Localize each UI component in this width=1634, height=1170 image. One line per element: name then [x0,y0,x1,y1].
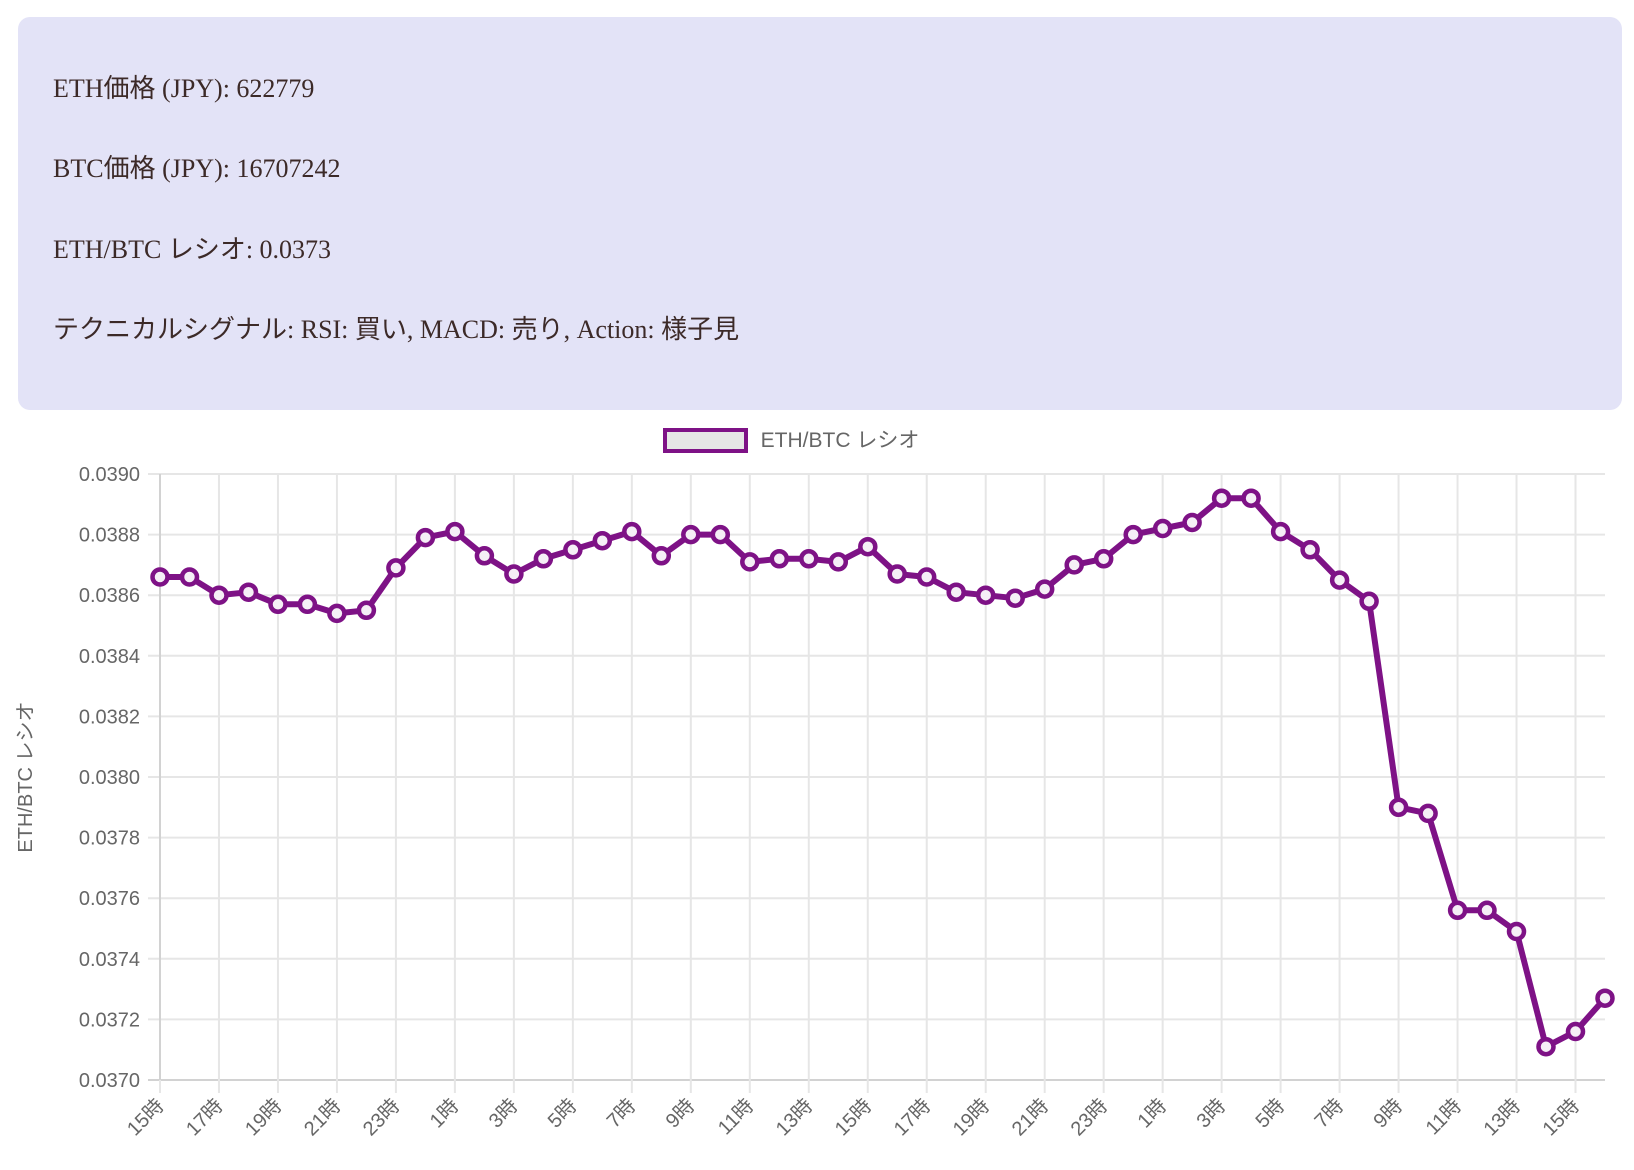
data-point-marker[interactable] [1595,988,1615,1008]
data-point-marker[interactable] [592,530,613,551]
y-tick-label: 0.0380 [79,767,140,789]
y-tick-label: 0.0388 [79,525,140,547]
data-point-marker[interactable] [1536,1036,1556,1057]
eth-btc-ratio-line: ETH/BTC レシオ: 0.0373 [53,234,332,264]
data-point-marker[interactable] [651,546,672,566]
info-panel: ETH価格 (JPY): 622779 BTC価格 (JPY): 1670724… [18,17,1622,410]
x-tick-label: 21時 [299,1094,345,1140]
y-tick-label: 0.0372 [79,1009,140,1031]
data-point-marker[interactable] [533,549,554,569]
x-tick-label: 9時 [1369,1094,1407,1132]
x-tick-label: 5時 [1251,1094,1289,1132]
x-tick-label: 7時 [602,1094,640,1132]
x-tick-label: 23時 [358,1094,404,1140]
data-point-marker[interactable] [681,524,701,545]
data-point-marker[interactable] [1506,921,1527,942]
data-point-marker[interactable] [740,552,760,572]
chart-legend[interactable]: ETH/BTC レシオ [0,428,1608,453]
data-point-marker[interactable] [1300,540,1320,560]
data-point-marker[interactable] [1565,1021,1586,1042]
data-point-marker[interactable] [710,524,731,545]
data-point-marker[interactable] [622,521,642,542]
data-point-marker[interactable] [268,594,288,615]
data-point-marker[interactable] [474,546,495,566]
y-axis-title: ETH/BTC レシオ [15,701,37,852]
data-point-marker[interactable] [1123,524,1143,545]
y-tick-label: 0.0384 [79,646,140,668]
y-tick-label: 0.0376 [79,888,140,910]
data-point-marker[interactable] [1359,591,1379,612]
data-point-marker[interactable] [1093,549,1114,569]
btc-price-line: BTC価格 (JPY): 16707242 [53,154,341,184]
data-point-marker[interactable] [1034,579,1055,599]
x-tick-label: 13時 [1479,1094,1525,1140]
data-point-marker[interactable] [1477,900,1497,921]
data-point-marker[interactable] [975,585,996,605]
technical-signal-line: テクニカルシグナル: RSI: 買い, MACD: 売り, Action: 様子… [53,314,740,344]
data-point-marker[interactable] [1270,521,1291,542]
data-point-marker[interactable] [1388,797,1409,818]
data-point-marker[interactable] [1152,518,1173,539]
x-tick-label: 9時 [661,1094,699,1132]
legend-label: ETH/BTC レシオ [760,429,920,452]
eth-price-line: ETH価格 (JPY): 622779 [53,74,315,103]
x-tick-label: 15時 [122,1094,168,1140]
x-tick-label: 13時 [771,1094,817,1140]
y-tick-label: 0.0386 [79,585,140,607]
data-point-marker[interactable] [1005,588,1025,608]
data-point-marker[interactable] [769,549,790,569]
data-point-marker[interactable] [1418,803,1438,824]
data-point-marker[interactable] [504,564,524,584]
series-line [157,495,1608,1050]
data-point-marker[interactable] [1447,900,1468,921]
x-tick-label: 19時 [240,1094,286,1140]
data-point-marker[interactable] [799,549,819,569]
data-point-marker[interactable] [209,585,229,605]
data-point-marker[interactable] [946,582,966,602]
data-point-marker[interactable] [1241,488,1261,508]
data-point-marker[interactable] [297,594,318,615]
data-point-marker[interactable] [858,536,878,557]
data-point-marker[interactable] [415,527,436,548]
x-tick-label: 19時 [948,1094,994,1140]
x-tick-label: 15時 [1538,1094,1584,1140]
data-point-marker[interactable] [327,603,347,624]
data-point-marker[interactable] [1064,555,1084,575]
x-tick-label: 21時 [1007,1094,1053,1140]
data-point-marker[interactable] [1211,488,1232,508]
x-tick-label: 23時 [1066,1094,1112,1140]
x-tick-label: 7時 [1310,1094,1348,1132]
x-tick-label: 17時 [181,1094,227,1140]
data-point-marker[interactable] [238,582,259,602]
x-tick-label: 3時 [1192,1094,1230,1132]
x-tick-label: 15時 [830,1094,876,1140]
x-tick-label: 5時 [543,1094,581,1132]
x-tick-label: 1時 [425,1094,463,1132]
data-point-marker[interactable] [445,521,465,542]
y-tick-label: 0.0370 [79,1070,140,1092]
y-tick-label: 0.0374 [79,949,140,971]
y-tick-label: 0.0378 [79,828,140,850]
x-tick-label: 1時 [1133,1094,1171,1132]
data-point-marker[interactable] [179,567,200,587]
data-point-marker[interactable] [916,567,937,587]
data-point-marker[interactable] [828,552,849,572]
x-tick-label: 11時 [713,1094,758,1139]
y-tick-label: 0.0382 [79,706,140,728]
legend-color-box [662,428,748,453]
data-point-marker[interactable] [1182,512,1202,533]
data-point-marker[interactable] [887,564,907,584]
data-point-marker[interactable] [563,540,583,560]
data-point-marker[interactable] [386,558,406,578]
data-point-marker[interactable] [150,567,170,587]
data-point-marker[interactable] [1329,570,1350,590]
x-tick-label: 17時 [889,1094,935,1140]
data-point-marker[interactable] [356,600,377,621]
x-tick-label: 11時 [1421,1094,1466,1139]
y-tick-label: 0.0390 [79,464,140,486]
x-tick-label: 3時 [484,1094,522,1132]
